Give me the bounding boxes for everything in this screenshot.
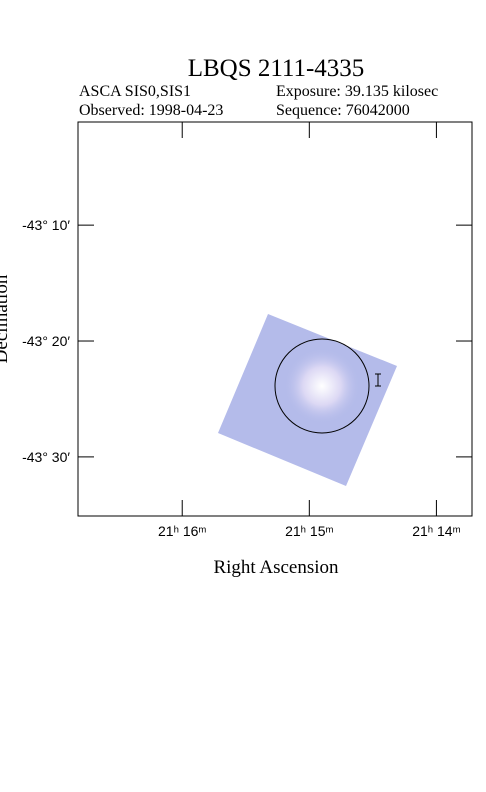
source bbox=[284, 348, 360, 424]
y-tick-label: -43° 30′ bbox=[22, 449, 70, 465]
x-tick-label: 21ʰ 15ᵐ bbox=[285, 523, 333, 539]
x-tick-label: 21ʰ 14ᵐ bbox=[412, 523, 460, 539]
chart-title: LBQS 2111-4335 bbox=[188, 55, 365, 82]
info: Observed: 1998-04-23 bbox=[79, 102, 223, 119]
info: ASCA SIS0,SIS1 bbox=[79, 83, 191, 100]
info: Exposure: 39.135 kilosec bbox=[276, 83, 438, 100]
marker bbox=[375, 373, 381, 387]
y-tick-label: -43° 20′ bbox=[22, 333, 70, 349]
x-tick-label: 21ʰ 16ᵐ bbox=[158, 523, 206, 539]
y-tick-label: -43° 10′ bbox=[22, 217, 70, 233]
image bbox=[218, 314, 397, 486]
source-circle bbox=[274, 338, 370, 434]
info: Sequence: 76042000 bbox=[276, 102, 410, 119]
plot-frame bbox=[77, 121, 473, 517]
y-axis-label: Declination bbox=[0, 274, 12, 363]
x-axis-label: Right Ascension bbox=[213, 557, 339, 578]
